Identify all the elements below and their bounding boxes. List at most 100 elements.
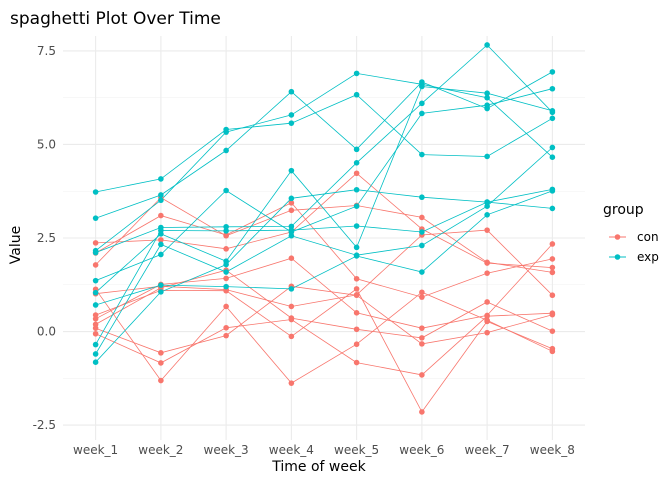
- data-point-exp: [288, 232, 295, 239]
- data-point-exp: [484, 102, 490, 109]
- y-tick-label: 7.5: [37, 44, 56, 58]
- data-point-exp: [353, 203, 360, 210]
- data-point-con: [288, 316, 295, 323]
- series-line-exp: [95, 71, 553, 219]
- data-point-exp: [484, 90, 490, 97]
- x-tick-label: week_2: [138, 443, 183, 457]
- data-point-exp: [549, 154, 556, 160]
- data-point-exp: [419, 100, 425, 107]
- data-point-con: [419, 372, 425, 378]
- data-point-exp: [353, 223, 360, 229]
- data-point-exp: [419, 83, 425, 90]
- data-point-exp: [92, 341, 99, 348]
- data-point-con: [419, 341, 425, 347]
- x-tick-label: week_1: [73, 443, 118, 457]
- y-tick-label: -2.5: [33, 418, 56, 432]
- series-line-exp: [95, 88, 553, 281]
- data-point-exp: [484, 42, 490, 48]
- data-point-exp: [223, 129, 229, 135]
- y-tick-label: 5.0: [37, 137, 56, 151]
- x-tick-label: week_5: [334, 443, 379, 457]
- data-point-con: [288, 207, 295, 214]
- data-point-exp: [223, 261, 229, 268]
- data-point-exp: [92, 351, 99, 357]
- data-point-con: [353, 286, 360, 292]
- data-point-exp: [92, 189, 99, 195]
- data-point-con: [419, 335, 425, 341]
- data-point-exp: [158, 251, 164, 258]
- data-point-con: [419, 289, 425, 296]
- data-point-exp: [223, 269, 229, 275]
- data-point-con: [92, 330, 99, 337]
- legend-label: con: [637, 230, 659, 244]
- series-line-con: [95, 243, 553, 329]
- data-point-exp: [158, 241, 164, 248]
- data-point-con: [223, 332, 229, 339]
- data-point-con: [549, 328, 556, 334]
- data-point-exp: [92, 289, 99, 296]
- data-point-exp: [288, 167, 295, 174]
- legend-key-point: [614, 254, 621, 260]
- grid-layer: [63, 36, 585, 440]
- legend-title: group: [603, 202, 644, 218]
- data-point-exp: [484, 199, 490, 205]
- series-line-exp: [95, 189, 553, 345]
- series-line-con: [95, 312, 553, 376]
- data-point-con: [223, 324, 229, 331]
- data-point-con: [288, 255, 295, 261]
- data-point-exp: [484, 212, 490, 218]
- data-point-con: [484, 313, 490, 319]
- series-lines: [95, 44, 553, 413]
- series-line-exp: [95, 189, 553, 363]
- data-point-exp: [353, 186, 360, 193]
- data-point-con: [288, 303, 295, 310]
- data-point-con: [419, 409, 425, 415]
- x-tick-label: week_4: [269, 443, 314, 457]
- series-line-con: [95, 269, 553, 339]
- y-axis-label: Value: [8, 226, 24, 264]
- data-point-exp: [419, 110, 425, 117]
- data-point-con: [92, 325, 99, 331]
- data-point-exp: [419, 242, 425, 249]
- data-point-exp: [353, 244, 360, 251]
- data-point-exp: [92, 249, 99, 256]
- data-point-con: [484, 318, 490, 325]
- data-point-con: [484, 270, 490, 276]
- data-point-con: [419, 325, 425, 331]
- data-point-exp: [484, 203, 490, 210]
- data-point-con: [288, 380, 295, 386]
- data-point-exp: [288, 195, 295, 202]
- data-point-exp: [353, 252, 360, 259]
- data-point-exp: [549, 115, 556, 122]
- data-point-exp: [92, 302, 99, 308]
- data-point-con: [549, 345, 556, 352]
- series-line-exp: [95, 94, 553, 193]
- data-point-exp: [288, 112, 295, 118]
- data-point-con: [549, 241, 556, 247]
- data-point-con: [353, 170, 360, 177]
- data-point-exp: [549, 108, 556, 114]
- data-point-exp: [223, 147, 229, 154]
- data-point-con: [223, 232, 229, 238]
- data-point-exp: [484, 153, 490, 160]
- data-point-con: [353, 359, 360, 366]
- data-point-con: [419, 214, 425, 221]
- series-line-con: [95, 172, 553, 268]
- data-point-exp: [353, 160, 360, 166]
- data-point-exp: [549, 188, 556, 194]
- series-line-exp: [95, 72, 553, 252]
- series-line-exp: [95, 44, 553, 253]
- data-point-exp: [158, 197, 164, 204]
- data-point-con: [549, 310, 556, 316]
- data-point-con: [549, 292, 556, 299]
- data-point-con: [158, 237, 164, 243]
- data-point-con: [92, 262, 99, 268]
- data-point-exp: [158, 176, 164, 182]
- legend: group con exp: [603, 202, 659, 264]
- data-point-con: [158, 212, 164, 219]
- data-point-con: [353, 275, 360, 282]
- series-line-exp: [95, 190, 553, 306]
- data-point-exp: [419, 194, 425, 201]
